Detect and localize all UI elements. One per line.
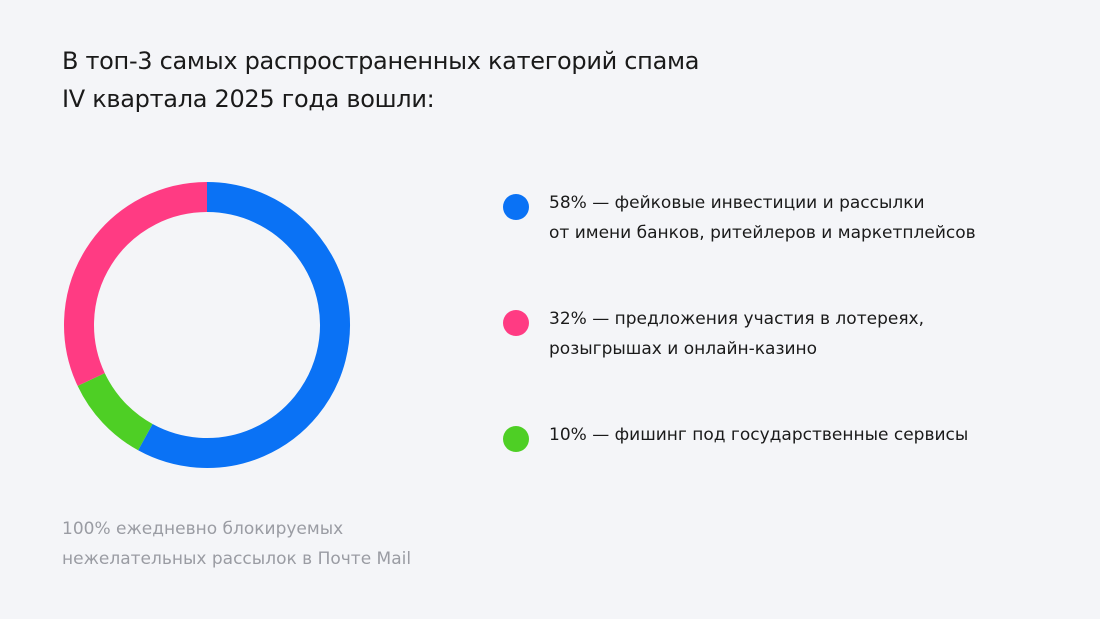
legend-item: 32% — предложения участия в лотереях, роз… xyxy=(503,304,976,364)
donut-segment xyxy=(64,182,208,386)
legend-item: 58% — фейковые инвестиции и рассылки от и… xyxy=(503,188,976,248)
value-label: 10% xyxy=(549,425,587,445)
note-line: 100% ежедневно блокируемых xyxy=(62,519,344,539)
separator: — xyxy=(592,425,610,445)
legend-line: от имени банков, ритейлеров и маркетплей… xyxy=(549,218,976,248)
note: 100% ежедневно блокируемых нежелательных … xyxy=(62,514,411,574)
separator: — xyxy=(592,309,610,329)
legend-dot xyxy=(503,194,529,220)
legend-label: от имени банков, ритейлеров и маркетплей… xyxy=(549,223,976,243)
title-line: IV квартала 2025 года вошли: xyxy=(62,85,435,113)
donut-segment xyxy=(77,372,153,451)
legend-dot xyxy=(503,426,529,452)
value-label: 58% xyxy=(549,193,587,213)
legend: 58% — фейковые инвестиции и рассылки от и… xyxy=(503,188,976,452)
legend-label: розыгрышах и онлайн-казино xyxy=(549,339,818,359)
legend-line: 10% — фишинг под государственные сервисы xyxy=(549,420,976,450)
separator: — xyxy=(592,193,610,213)
legend-label: фейковые инвестиции и рассылки xyxy=(614,193,925,213)
donut-segment xyxy=(138,182,350,468)
legend-line: 32% — предложения участия в лотереях, xyxy=(549,304,976,334)
legend-line: 58% — фейковые инвестиции и рассылки xyxy=(549,188,976,218)
legend-label: фишинг под государственные сервисы xyxy=(614,425,969,445)
donut-chart xyxy=(64,182,350,468)
title: В топ-3 самых распространенных категорий… xyxy=(62,42,700,118)
legend-item: 10% — фишинг под государственные сервисы xyxy=(503,420,976,452)
legend-line: розыгрышах и онлайн-казино xyxy=(549,334,976,364)
value-label: 32% xyxy=(549,309,587,329)
legend-label: предложения участия в лотереях, xyxy=(614,309,925,329)
title-line: В топ-3 самых распространенных категорий… xyxy=(62,47,700,75)
note-line: нежелательных рассылок в Почте Mail xyxy=(62,549,412,569)
legend-dot xyxy=(503,310,529,336)
